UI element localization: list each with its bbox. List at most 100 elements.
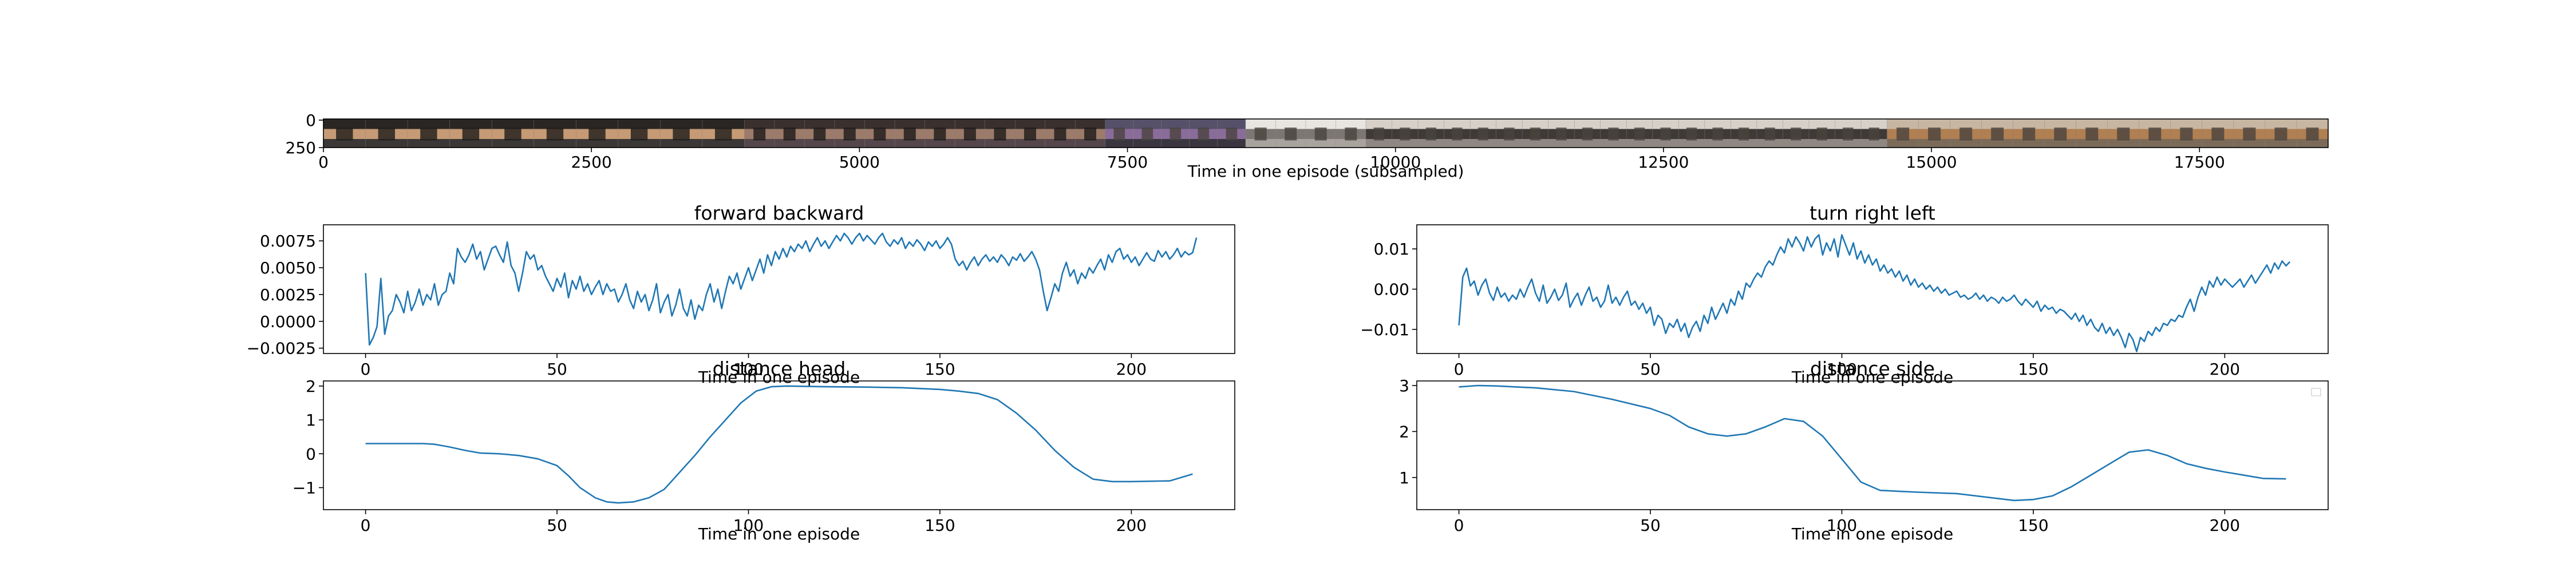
strip-frame-thumb [702, 119, 745, 148]
strip-frame-thumb [954, 119, 985, 148]
strip-frame-thumb [1045, 119, 1076, 148]
forward-x-tick-label: 150 [924, 360, 955, 379]
turn-x-tick-label: 0 [1454, 360, 1464, 379]
strip-frame-thumb [2013, 119, 2045, 148]
distance-head-x-axis-title: Time in one episode [698, 525, 860, 543]
strip-frame-thumb [1275, 119, 1306, 148]
strip-frame-thumb [1496, 119, 1523, 148]
turn-y-tick-label: −0.01 [1360, 320, 1409, 339]
side-series-line [1459, 384, 2286, 502]
strip-frame-thumb [1626, 119, 1653, 148]
head-series-line [365, 385, 1193, 504]
turn-y-tick-label: 0.01 [1374, 240, 1409, 259]
strip-frame-thumb [894, 119, 925, 148]
strip-frame-thumb [1417, 119, 1444, 148]
strip-frame-thumb [1652, 119, 1679, 148]
head-y-tick-label: 2 [306, 377, 316, 396]
strip-frame-thumb [1548, 119, 1575, 148]
head-x-tick-label: 0 [361, 516, 371, 535]
head-x-tick-label: 50 [547, 516, 567, 535]
side-y-tick-label: 2 [1399, 422, 1409, 441]
turn-right-left-panel: turn right left 0 50 100 150 200 −0.01 0.00 0.0… [1360, 202, 2329, 387]
strip-frame-thumb [1189, 119, 1218, 148]
distance-head-panel: distance head 0 50 100 150 200 −1 0 1 2 Time in … [293, 357, 1235, 543]
side-x-tick-label: 150 [2018, 516, 2048, 535]
strip-frame-thumb [985, 119, 1016, 148]
strip-frame-thumb [2296, 119, 2328, 148]
turn-right-left-x-axis-title: Time in one episode [1791, 368, 1953, 387]
turn-right-left-title: turn right left [1809, 202, 1935, 224]
head-x-tick-label: 100 [733, 516, 764, 535]
distance-side-x-axis-title: Time in one episode [1791, 525, 1953, 543]
strip-x-tick-label: 2500 [571, 153, 612, 172]
strip-x-tick-label: 5000 [839, 153, 880, 172]
strip-frame-thumb [924, 119, 955, 148]
strip-x-tick-label: 7500 [1107, 153, 1148, 172]
strip-x-tick-label: 17500 [2174, 153, 2225, 172]
turn-x-tick-label: 50 [1640, 360, 1661, 379]
strip-frame-thumb [1835, 119, 1862, 148]
strip-frame-thumb [1860, 119, 1887, 148]
turn-x-tick-label: 150 [2018, 360, 2048, 379]
strip-frame-thumb [1678, 119, 1705, 148]
turn-x-tick-label: 200 [2210, 360, 2240, 379]
strip-frame-thumb [1730, 119, 1757, 148]
head-y-tick-label: 0 [306, 444, 316, 463]
strip-frame-thumb [834, 119, 865, 148]
strip-frame-thumb [1600, 119, 1627, 148]
strip-frame-thumb [2107, 119, 2139, 148]
strip-frame [323, 118, 2329, 148]
strip-frame-thumb [1918, 119, 1950, 148]
strip-frame-thumb [1444, 119, 1471, 148]
side-x-tick-label: 0 [1454, 516, 1464, 535]
strip-frame-thumb [2202, 119, 2234, 148]
strip-frame-thumb [2170, 119, 2202, 148]
strip-frame-thumb [407, 119, 450, 148]
strip-frame-thumb [491, 119, 534, 148]
strip-frame-thumb [1336, 119, 1366, 148]
strip-frame-thumb [1469, 119, 1496, 148]
strip-frame-thumb [864, 119, 895, 148]
forward-backward-title: forward backward [694, 202, 864, 224]
forward-axes-frame [323, 224, 1235, 354]
side-x-tick-label: 100 [1827, 516, 1857, 535]
side-y-tick-label: 3 [1399, 376, 1409, 395]
strip-frame-thumb [1217, 119, 1246, 148]
strip-frame-thumb [1245, 119, 1276, 148]
strip-frame-thumb [365, 119, 408, 148]
strip-frame-thumb [2044, 119, 2076, 148]
strip-frame-thumb [1704, 119, 1731, 148]
side-axes-frame [1416, 380, 2329, 510]
strip-frame-thumb [1392, 119, 1419, 148]
forward-backward-x-axis-title: Time in one episode [698, 368, 860, 387]
strip-y-tick-label: 250 [286, 138, 316, 157]
strip-frame-thumb [1074, 119, 1105, 148]
strip-frame-thumb [2265, 119, 2297, 148]
forward-backward-panel: forward backward 0 50 100 150 200 −0.0025 0.00… [247, 202, 1235, 387]
strip-frame-thumb [1808, 119, 1835, 148]
strip-frame-thumb [534, 119, 576, 148]
head-y-tick-label: 1 [306, 411, 316, 430]
strip-frame-thumb [1133, 119, 1161, 148]
strip-frame-thumb [618, 119, 661, 148]
turn-x-tick-label: 100 [1827, 360, 1857, 379]
forward-y-tick-label: 0.0025 [260, 285, 316, 304]
forward-x-tick-label: 0 [361, 360, 371, 379]
strip-frame-thumb [449, 119, 492, 148]
strip-frame-thumb [2076, 119, 2108, 148]
strip-frame-thumb [1522, 119, 1548, 148]
forward-series-line [365, 232, 1198, 346]
forward-x-tick-label: 200 [1116, 360, 1147, 379]
strip-frame-thumb [2233, 119, 2265, 148]
strip-frame-thumb [804, 119, 835, 148]
strip-frame-thumb [1756, 119, 1783, 148]
strip-frame-thumb [660, 119, 702, 148]
strip-frame-thumb [1105, 119, 1133, 148]
strip-x-tick-label: 15000 [1906, 153, 1957, 172]
strip-frame-thumb [2139, 119, 2171, 148]
strip-x-tick-label: 10000 [1370, 153, 1421, 172]
strip-y-tick-label: 0 [306, 111, 316, 130]
forward-y-tick-label: 0.0000 [260, 312, 316, 331]
legend-box [2311, 388, 2321, 396]
